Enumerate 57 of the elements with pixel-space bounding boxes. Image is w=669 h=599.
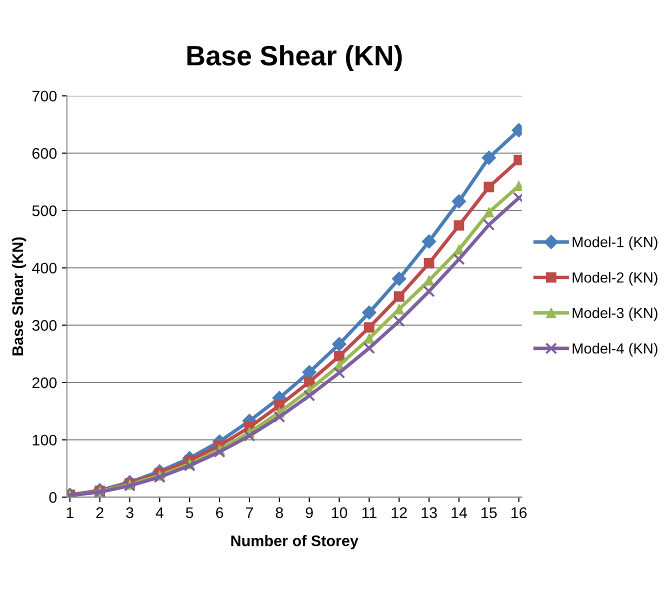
y-tick-label: 300 bbox=[32, 320, 57, 331]
x-tick-label: 8 bbox=[276, 507, 283, 518]
point bbox=[184, 460, 196, 472]
point bbox=[334, 350, 344, 362]
point bbox=[332, 336, 346, 352]
x-tick-label: 1 bbox=[66, 507, 74, 518]
point bbox=[333, 366, 346, 379]
point bbox=[482, 150, 496, 165]
point bbox=[484, 182, 494, 192]
point bbox=[424, 258, 434, 268]
point bbox=[364, 322, 374, 333]
y-tick-label: 700 bbox=[32, 90, 57, 102]
point bbox=[273, 411, 286, 423]
y-axis-title: Base Shear (KN) bbox=[12, 237, 26, 356]
y-tick-label: 600 bbox=[32, 148, 57, 159]
x-tick-label: 2 bbox=[96, 507, 104, 518]
point bbox=[303, 390, 316, 402]
point bbox=[484, 207, 494, 218]
x-tick-label: 16 bbox=[511, 507, 527, 518]
x-tick-label: 4 bbox=[156, 507, 164, 518]
y-tick-label: 100 bbox=[32, 434, 57, 446]
point bbox=[452, 194, 466, 209]
point bbox=[394, 291, 404, 302]
x-tick-label: 10 bbox=[332, 507, 348, 518]
y-tick-label: 200 bbox=[32, 377, 57, 388]
point bbox=[302, 364, 317, 380]
point bbox=[453, 253, 465, 266]
x-tick-label: 14 bbox=[452, 507, 468, 518]
point bbox=[244, 430, 256, 442]
x-axis-title: Number of Storey bbox=[231, 535, 358, 550]
x-tick-label: 7 bbox=[246, 507, 253, 518]
x-tick-label: 11 bbox=[362, 507, 376, 518]
point bbox=[392, 272, 406, 286]
legend-label: Model-3 (KN) bbox=[572, 307, 658, 322]
point bbox=[454, 220, 464, 231]
chart-title: Base Shear (KN) bbox=[187, 45, 402, 72]
y-tick-label: 500 bbox=[32, 205, 57, 216]
point bbox=[482, 218, 495, 231]
x-tick-label: 9 bbox=[306, 507, 313, 518]
x-tick-label: 13 bbox=[422, 507, 437, 518]
point bbox=[363, 342, 376, 354]
x-tick-label: 3 bbox=[126, 507, 134, 518]
point bbox=[214, 446, 226, 458]
legend-label: Model-2 (KN) bbox=[572, 272, 658, 286]
point bbox=[393, 315, 406, 328]
y-tick-label: 400 bbox=[32, 262, 57, 274]
point bbox=[154, 471, 166, 484]
legend-label: Model-4 (KN) bbox=[572, 342, 658, 356]
legend-label: Model-1 (KN) bbox=[572, 236, 658, 250]
x-tick-label: 5 bbox=[186, 507, 194, 518]
x-tick-label: 6 bbox=[216, 507, 224, 518]
x-tick-label: 12 bbox=[392, 507, 407, 518]
x-tick-label: 15 bbox=[482, 507, 497, 518]
point bbox=[362, 305, 376, 320]
y-tick-label: 0 bbox=[49, 492, 57, 503]
point bbox=[422, 234, 436, 249]
point bbox=[423, 285, 435, 298]
